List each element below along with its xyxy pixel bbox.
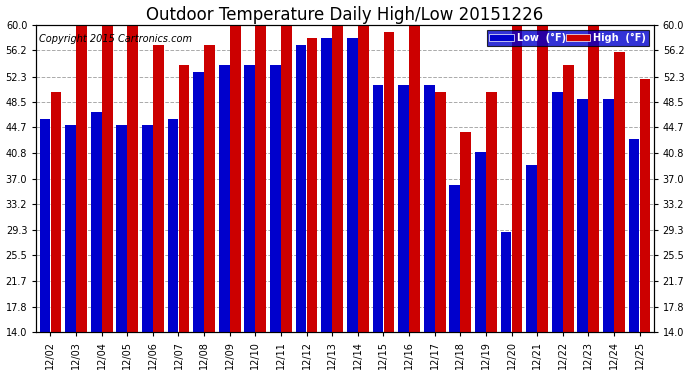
Bar bbox=[50, 92, 61, 332]
Bar bbox=[614, 52, 625, 332]
Bar bbox=[168, 118, 179, 332]
Bar bbox=[153, 45, 164, 332]
Bar bbox=[65, 125, 76, 332]
Bar bbox=[373, 85, 384, 332]
Bar bbox=[230, 0, 241, 332]
Bar bbox=[204, 45, 215, 332]
Bar bbox=[255, 0, 266, 332]
Bar bbox=[128, 18, 138, 332]
Bar bbox=[384, 32, 394, 332]
Title: Outdoor Temperature Daily High/Low 20151226: Outdoor Temperature Daily High/Low 20151… bbox=[146, 6, 544, 24]
Bar bbox=[475, 152, 486, 332]
Bar bbox=[578, 99, 588, 332]
Bar bbox=[449, 185, 460, 332]
Bar bbox=[219, 65, 230, 332]
Bar bbox=[281, 25, 292, 332]
Bar bbox=[640, 78, 651, 332]
Bar bbox=[552, 92, 562, 332]
Bar bbox=[589, 0, 599, 332]
Bar bbox=[409, 0, 420, 332]
Bar bbox=[358, 0, 368, 332]
Bar bbox=[424, 85, 435, 332]
Bar bbox=[102, 0, 112, 332]
Bar bbox=[179, 65, 189, 332]
Bar bbox=[244, 65, 255, 332]
Bar bbox=[322, 39, 332, 332]
Bar bbox=[270, 65, 281, 332]
Bar bbox=[501, 232, 511, 332]
Bar bbox=[538, 25, 548, 332]
Bar bbox=[563, 65, 573, 332]
Bar bbox=[333, 0, 343, 332]
Bar bbox=[142, 125, 152, 332]
Bar bbox=[296, 45, 306, 332]
Bar bbox=[398, 85, 409, 332]
Legend: Low  (°F), High  (°F): Low (°F), High (°F) bbox=[486, 30, 649, 46]
Bar bbox=[511, 0, 522, 332]
Bar bbox=[117, 125, 127, 332]
Bar bbox=[435, 92, 446, 332]
Bar bbox=[91, 112, 101, 332]
Bar bbox=[39, 118, 50, 332]
Bar bbox=[603, 99, 614, 332]
Bar bbox=[460, 132, 471, 332]
Bar bbox=[526, 165, 537, 332]
Bar bbox=[629, 139, 640, 332]
Text: Copyright 2015 Cartronics.com: Copyright 2015 Cartronics.com bbox=[39, 34, 193, 44]
Bar bbox=[76, 0, 87, 332]
Bar bbox=[347, 39, 357, 332]
Bar bbox=[193, 72, 204, 332]
Bar bbox=[486, 92, 497, 332]
Bar bbox=[306, 39, 317, 332]
